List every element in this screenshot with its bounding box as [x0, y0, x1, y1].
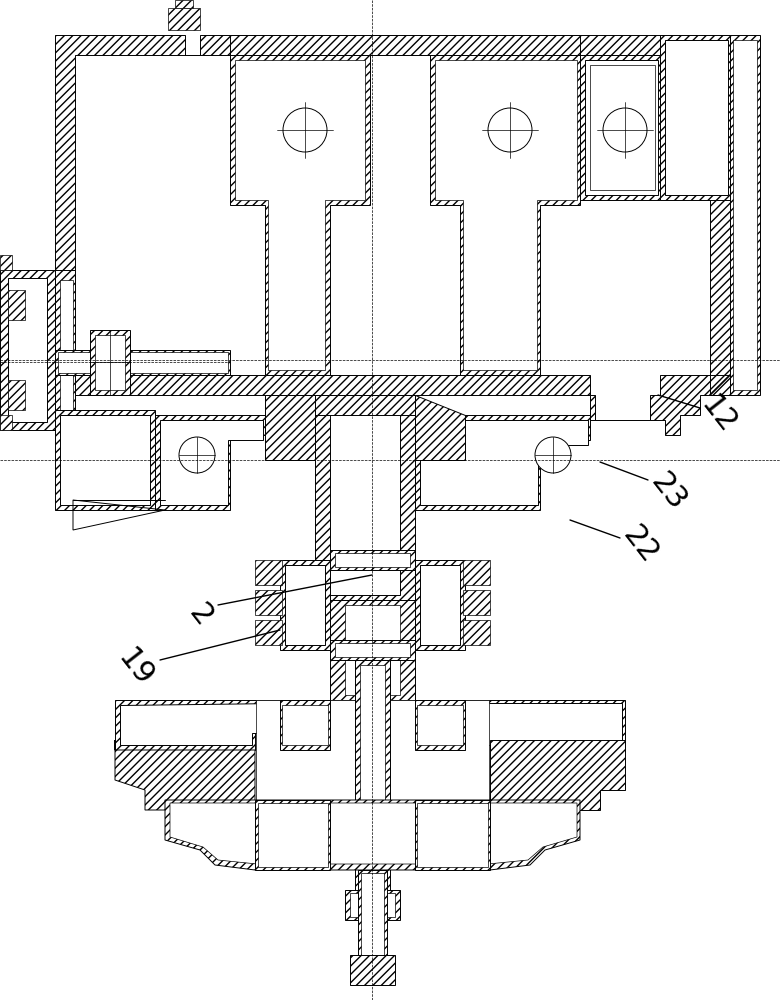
Polygon shape — [255, 620, 282, 645]
Polygon shape — [415, 560, 465, 650]
Circle shape — [488, 108, 532, 152]
Text: 23: 23 — [644, 468, 691, 516]
Polygon shape — [255, 800, 330, 870]
Polygon shape — [55, 35, 730, 435]
Polygon shape — [60, 280, 73, 420]
Polygon shape — [230, 35, 580, 55]
Polygon shape — [467, 703, 622, 745]
Polygon shape — [258, 803, 328, 867]
Polygon shape — [350, 893, 395, 917]
Polygon shape — [95, 335, 125, 390]
Polygon shape — [420, 565, 460, 645]
Polygon shape — [580, 55, 660, 200]
Polygon shape — [280, 700, 330, 750]
Polygon shape — [465, 700, 625, 750]
Polygon shape — [8, 380, 25, 410]
Polygon shape — [350, 955, 395, 985]
Polygon shape — [255, 560, 282, 585]
Polygon shape — [155, 415, 265, 510]
Polygon shape — [120, 703, 278, 745]
Polygon shape — [660, 35, 730, 200]
Polygon shape — [345, 605, 400, 695]
Polygon shape — [280, 560, 330, 650]
Polygon shape — [265, 395, 315, 460]
Polygon shape — [335, 553, 410, 567]
Polygon shape — [55, 410, 155, 510]
Polygon shape — [330, 400, 400, 595]
Polygon shape — [355, 810, 390, 910]
Polygon shape — [345, 890, 400, 920]
Polygon shape — [733, 40, 757, 390]
Text: 2: 2 — [183, 598, 217, 632]
Text: 22: 22 — [617, 521, 663, 569]
Polygon shape — [8, 278, 47, 422]
Polygon shape — [415, 415, 590, 510]
Polygon shape — [360, 815, 385, 905]
Polygon shape — [60, 415, 150, 505]
Polygon shape — [335, 643, 410, 657]
Polygon shape — [330, 550, 415, 570]
Polygon shape — [360, 665, 385, 808]
Polygon shape — [0, 415, 12, 430]
Polygon shape — [417, 705, 463, 745]
Polygon shape — [330, 600, 415, 700]
Polygon shape — [590, 65, 655, 190]
Polygon shape — [230, 55, 370, 375]
Polygon shape — [115, 740, 255, 810]
Text: 12: 12 — [694, 391, 741, 439]
Polygon shape — [55, 270, 75, 430]
Polygon shape — [175, 0, 193, 8]
Polygon shape — [256, 700, 489, 810]
Polygon shape — [58, 352, 228, 373]
Polygon shape — [285, 565, 325, 645]
Polygon shape — [115, 700, 280, 750]
Polygon shape — [160, 420, 263, 505]
Polygon shape — [75, 55, 710, 420]
Polygon shape — [355, 660, 390, 810]
Polygon shape — [165, 800, 580, 870]
Polygon shape — [0, 270, 55, 430]
Circle shape — [179, 437, 215, 473]
Polygon shape — [430, 55, 580, 375]
Polygon shape — [435, 60, 577, 370]
Polygon shape — [235, 60, 365, 370]
Polygon shape — [415, 700, 465, 750]
Circle shape — [283, 108, 327, 152]
Polygon shape — [585, 60, 658, 195]
Polygon shape — [415, 800, 490, 870]
Polygon shape — [463, 560, 490, 585]
Polygon shape — [420, 420, 588, 505]
Polygon shape — [330, 640, 415, 660]
Circle shape — [535, 437, 571, 473]
Polygon shape — [265, 395, 415, 415]
Polygon shape — [665, 40, 728, 195]
Polygon shape — [415, 395, 465, 460]
Polygon shape — [490, 740, 625, 810]
Polygon shape — [170, 803, 577, 864]
Polygon shape — [463, 620, 490, 645]
Text: 19: 19 — [112, 644, 159, 692]
Polygon shape — [282, 705, 328, 745]
Polygon shape — [255, 590, 282, 615]
Polygon shape — [55, 350, 230, 375]
Polygon shape — [710, 375, 730, 395]
Circle shape — [603, 108, 647, 152]
Polygon shape — [90, 330, 130, 395]
Polygon shape — [417, 803, 488, 867]
Polygon shape — [358, 870, 387, 970]
Polygon shape — [730, 35, 760, 395]
Polygon shape — [8, 290, 25, 320]
Polygon shape — [362, 920, 382, 940]
Polygon shape — [168, 8, 200, 30]
Polygon shape — [463, 590, 490, 615]
Polygon shape — [0, 255, 12, 270]
Polygon shape — [361, 873, 384, 967]
Polygon shape — [315, 395, 415, 600]
